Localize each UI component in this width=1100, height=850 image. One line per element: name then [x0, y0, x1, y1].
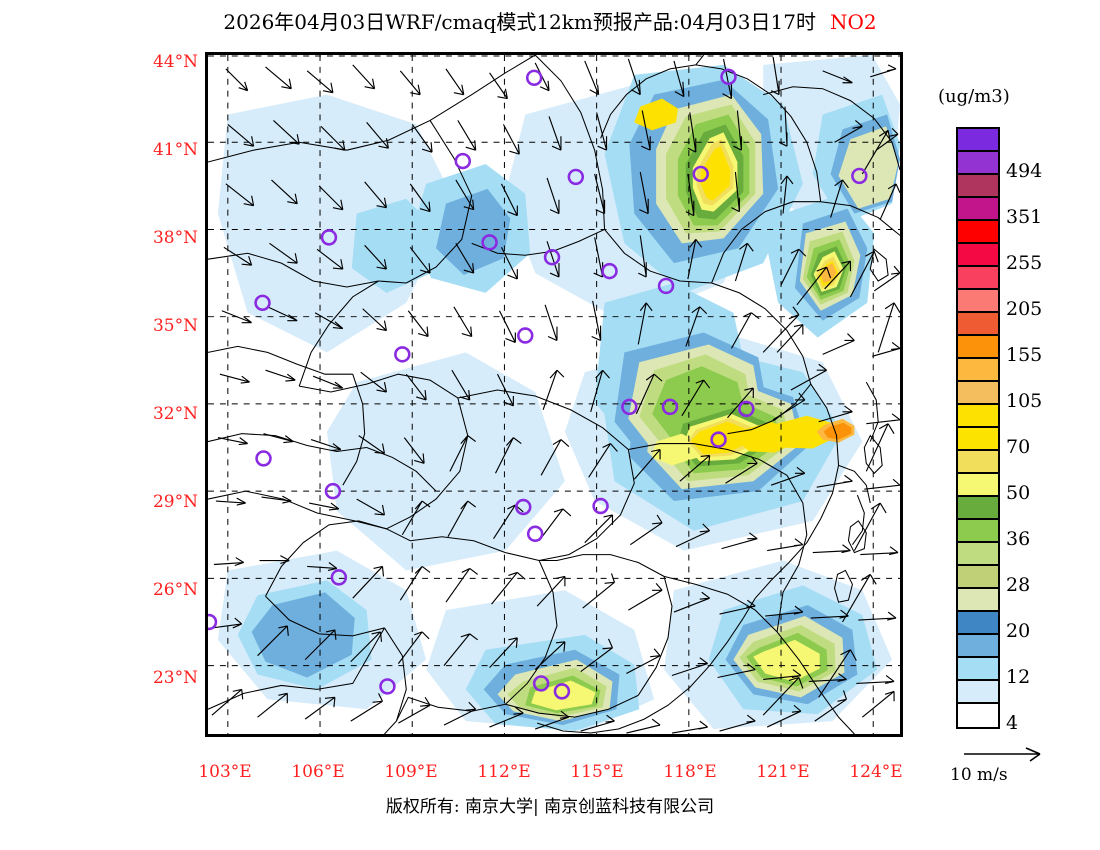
- station-marker[interactable]: [379, 678, 396, 695]
- colorbar-band-10: [958, 359, 998, 382]
- wind-scale-legend: 10 m/s: [950, 745, 1092, 791]
- colorbar-tick-155: 155: [1006, 344, 1043, 366]
- station-marker[interactable]: [532, 675, 550, 692]
- colorbar-band-6: [958, 267, 998, 290]
- colorbar-band-8: [958, 313, 998, 336]
- colorbar-band-12: [958, 405, 998, 428]
- station-marker[interactable]: [525, 69, 543, 87]
- station-marker[interactable]: [543, 248, 561, 266]
- y-tick-23N: 23°N: [152, 668, 198, 688]
- lat-lon-gridlines: [208, 55, 900, 734]
- colorbar-band-1: [958, 152, 998, 175]
- colorbar-tick-205: 205: [1006, 298, 1043, 320]
- colorbar-tick-50: 50: [1006, 482, 1031, 504]
- station-marker[interactable]: [553, 683, 571, 700]
- page-title: 2026年04月03日WRF/cmaq模式12km预报产品:04月03日17时 N…: [0, 6, 1100, 35]
- station-marker[interactable]: [592, 497, 609, 515]
- colorbar-band-15: [958, 474, 998, 497]
- station-marker[interactable]: [515, 498, 532, 516]
- station-marker[interactable]: [526, 525, 544, 542]
- colorbar-band-25: [958, 704, 998, 727]
- colorbar-band-14: [958, 451, 998, 474]
- x-tick-115E: 115°E: [570, 762, 624, 782]
- colorbar[interactable]: [956, 127, 1000, 729]
- colorbar-band-5: [958, 244, 998, 267]
- map-plot-area[interactable]: [205, 52, 903, 737]
- colorbar-unit-label: (ug/m3): [938, 86, 1010, 107]
- colorbar-band-21: [958, 612, 998, 635]
- station-marker[interactable]: [255, 450, 272, 467]
- y-tick-26N: 26°N: [152, 580, 198, 600]
- station-marker[interactable]: [601, 262, 618, 280]
- y-tick-29N: 29°N: [152, 492, 198, 512]
- title-species-label: NO2: [829, 10, 877, 34]
- colorbar-tick-494: 494: [1006, 160, 1043, 182]
- colorbar-band-13: [958, 428, 998, 451]
- x-tick-112E: 112°E: [477, 762, 531, 782]
- colorbar-tick-105: 105: [1006, 390, 1043, 412]
- colorbar-band-16: [958, 497, 998, 520]
- colorbar-band-20: [958, 589, 998, 612]
- colorbar-tick-70: 70: [1006, 436, 1031, 458]
- wind-scale-label: 10 m/s: [950, 765, 1008, 785]
- colorbar-band-11: [958, 382, 998, 405]
- station-marker[interactable]: [657, 277, 675, 295]
- colorbar-band-0: [958, 129, 998, 152]
- station-marker[interactable]: [517, 327, 534, 344]
- x-tick-124E: 124°E: [849, 762, 903, 782]
- y-tick-38N: 38°N: [152, 228, 198, 248]
- station-marker[interactable]: [208, 613, 218, 631]
- colorbar-tick-4: 4: [1006, 712, 1019, 734]
- colorbar-tick-12: 12: [1006, 666, 1031, 688]
- y-tick-41N: 41°N: [152, 140, 198, 160]
- forecast-map-canvas: [208, 55, 900, 734]
- x-tick-121E: 121°E: [756, 762, 810, 782]
- arrow-right-icon: [964, 747, 1041, 762]
- colorbar-band-24: [958, 681, 998, 704]
- colorbar-tick-20: 20: [1006, 620, 1031, 642]
- colorbar-band-7: [958, 290, 998, 313]
- colorbar-tick-255: 255: [1006, 252, 1043, 274]
- y-tick-44N: 44°N: [152, 52, 198, 72]
- colorbar-tick-36: 36: [1006, 528, 1031, 550]
- colorbar-band-18: [958, 543, 998, 566]
- wind-vector-field: [211, 56, 900, 734]
- station-marker[interactable]: [621, 398, 638, 416]
- station-marker[interactable]: [692, 165, 709, 183]
- colorbar-band-22: [958, 635, 998, 658]
- title-text: 2026年04月03日WRF/cmaq模式12km预报产品:04月03日17时: [223, 10, 816, 34]
- x-tick-103E: 103°E: [198, 762, 252, 782]
- colorbar-band-23: [958, 658, 998, 681]
- y-tick-32N: 32°N: [152, 404, 198, 424]
- station-marker[interactable]: [738, 400, 755, 418]
- administrative-boundaries: [208, 55, 900, 734]
- colorbar-band-3: [958, 198, 998, 221]
- colorbar-band-2: [958, 175, 998, 198]
- station-marker[interactable]: [661, 398, 679, 416]
- colorbar-band-9: [958, 336, 998, 359]
- colorbar-band-19: [958, 566, 998, 589]
- colorbar-tick-28: 28: [1006, 574, 1031, 596]
- y-tick-35N: 35°N: [152, 316, 198, 336]
- station-marker[interactable]: [720, 68, 737, 86]
- copyright-footer: 版权所有: 南京大学| 南京创蓝科技有限公司: [385, 797, 715, 817]
- colorbar-band-4: [958, 221, 998, 244]
- station-marker[interactable]: [851, 167, 868, 185]
- station-marker[interactable]: [710, 431, 727, 448]
- station-marker-group[interactable]: [208, 68, 868, 700]
- station-marker[interactable]: [454, 152, 472, 170]
- station-marker[interactable]: [320, 229, 338, 246]
- colorbar-tick-351: 351: [1006, 206, 1043, 228]
- station-marker[interactable]: [324, 482, 342, 500]
- station-marker[interactable]: [481, 234, 498, 251]
- station-marker[interactable]: [567, 168, 585, 186]
- station-marker[interactable]: [254, 294, 271, 312]
- x-tick-106E: 106°E: [291, 762, 345, 782]
- x-tick-118E: 118°E: [663, 762, 717, 782]
- x-tick-109E: 109°E: [384, 762, 438, 782]
- station-marker[interactable]: [394, 346, 411, 363]
- colorbar-band-17: [958, 520, 998, 543]
- station-marker[interactable]: [330, 569, 348, 586]
